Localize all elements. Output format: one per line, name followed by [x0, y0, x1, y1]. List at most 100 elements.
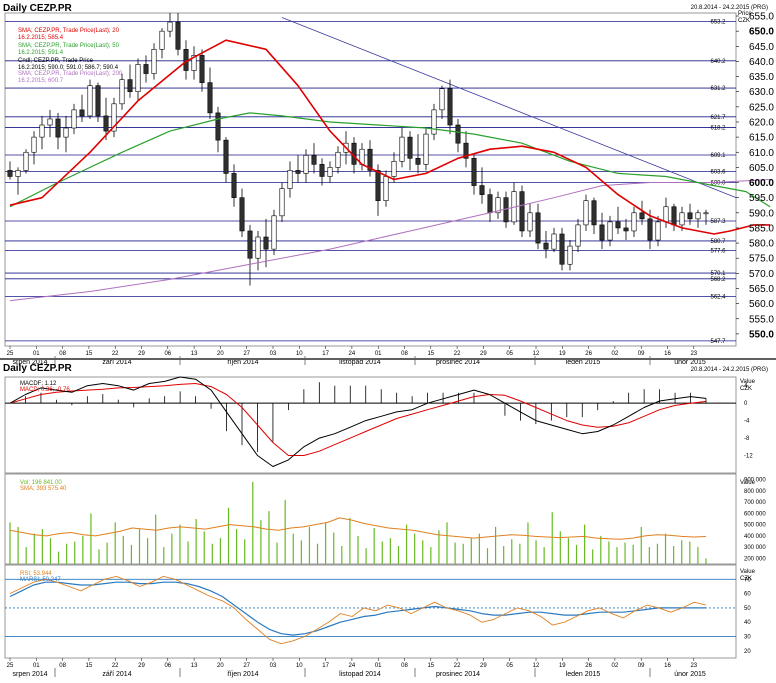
day-tick-label: 27 — [243, 351, 250, 357]
mars-line — [9, 581, 706, 636]
candle-body — [167, 21, 173, 32]
day-tick-label: 22 — [112, 663, 119, 669]
candle-body — [663, 206, 669, 223]
panel-separator — [0, 358, 776, 360]
candle-body — [215, 112, 221, 141]
candle-body — [391, 161, 397, 177]
price-axis-currency: CZK — [738, 18, 750, 24]
macd-tick-label: 0 — [744, 401, 748, 407]
day-tick-label: 05 — [506, 351, 513, 357]
price-tick-label: 590.0 — [749, 208, 774, 219]
candle-body — [527, 212, 533, 232]
price-tick-label: 570.0 — [749, 269, 774, 280]
macd-plot-frame — [4, 376, 737, 474]
candle-body — [87, 85, 93, 117]
candle-body — [439, 88, 445, 111]
level-label: 568.2 — [710, 277, 726, 283]
price-tick-label: 605.0 — [749, 163, 774, 174]
day-tick-label: 15 — [86, 663, 93, 669]
month-label: listopad 2014 — [339, 671, 381, 678]
day-tick-label: 03 — [270, 351, 277, 357]
top-time-axis: 25 01 08 15 22 29 06 13 20 27 03 10 17 24 01 08 15 22 29 05… — [7, 346, 706, 366]
month-label: prosinec 2014 — [436, 359, 480, 366]
candle-body — [143, 64, 149, 74]
candle-body — [559, 233, 565, 265]
rsi-axis-ticks: 70 60 50 40 30 20 — [744, 577, 751, 655]
volume-tick-label: 900 000 — [744, 478, 766, 484]
day-tick-label: 06 — [164, 663, 171, 669]
candle-body — [191, 55, 197, 71]
candle-body — [103, 115, 109, 132]
volume-series — [9, 481, 707, 564]
rsi-series — [5, 575, 736, 645]
candle-body — [335, 151, 341, 168]
day-tick-label: 25 — [7, 663, 14, 669]
candle-body — [591, 200, 597, 226]
legend-mars: MARSI; 50.247 — [20, 577, 61, 583]
level-label: 587.3 — [710, 219, 726, 225]
bottom-date-range: 20.8.2014 - 24.2.2015 (PRG) — [691, 367, 768, 373]
rsi-tick-label: 50 — [744, 606, 751, 612]
rsi-axis-unit: CZK — [740, 576, 752, 582]
candle-body — [615, 221, 621, 229]
macd-tick-label: -4 — [744, 419, 750, 425]
price-tick-label: 625.0 — [749, 102, 774, 113]
day-tick-label: 29 — [480, 351, 487, 357]
day-tick-label: 05 — [506, 663, 513, 669]
macd-series — [5, 376, 736, 467]
price-tick-label: 655.0 — [749, 12, 774, 23]
day-tick-label: 01 — [33, 351, 40, 357]
candle-body — [583, 200, 589, 226]
volume-tick-label: 400 000 — [744, 534, 766, 540]
candle-body — [279, 188, 285, 217]
month-label: únor 2015 — [674, 671, 706, 678]
price-tick-label: 615.0 — [749, 133, 774, 144]
horizontal-levels — [5, 21, 736, 342]
level-label: 603.6 — [710, 170, 726, 176]
candle-body — [447, 88, 453, 126]
day-tick-label: 10 — [296, 663, 303, 669]
macd-signal-line — [9, 383, 707, 456]
candle-body — [607, 221, 613, 241]
candle-body — [175, 21, 181, 50]
top-date-range: 20.8.2014 - 24.2.2015 (PRG) — [691, 5, 768, 11]
legend-sma20-name: SMA; CEZP.PR, Trade Price(Last); 20 — [18, 28, 120, 34]
level-label: 653.2 — [710, 19, 726, 25]
candle-body — [319, 164, 325, 177]
price-tick-label: 630.0 — [749, 87, 774, 98]
legend-candle-name: Cndl; CEZP.PR, Trade Price — [18, 58, 94, 64]
candle-body — [575, 224, 581, 247]
price-tick-label: 560.0 — [749, 299, 774, 310]
legend-vol-sma: SMA; 393 575.40 — [20, 486, 67, 492]
candle-body — [39, 124, 45, 138]
rsi-axis-label: Value — [740, 569, 756, 575]
price-tick-label: 575.0 — [749, 254, 774, 265]
day-tick-label: 12 — [533, 351, 540, 357]
day-tick-label: 01 — [33, 663, 40, 669]
month-label: leden 2015 — [566, 671, 601, 678]
candle-body — [95, 85, 101, 117]
candle-body — [639, 212, 645, 220]
top-chart-title: Daily CEZP.PR — [3, 3, 73, 14]
day-tick-label: 08 — [59, 351, 66, 357]
month-label: listopad 2014 — [339, 359, 381, 366]
candle-body — [471, 158, 477, 186]
price-tick-label: 580.0 — [749, 239, 774, 250]
bottom-chart-title: Daily CEZP.PR — [3, 363, 73, 374]
legend-macdf: MACDF; 1.12 — [20, 381, 57, 387]
candle-body — [15, 170, 21, 177]
candle-body — [407, 136, 413, 159]
legend-candle-value: 16.2.2015; 590.0; 591.0; 586.7; 590.4 — [18, 65, 119, 71]
candle-body — [495, 197, 501, 214]
day-tick-label: 12 — [533, 663, 540, 669]
volume-tick-label: 600 000 — [744, 511, 766, 517]
price-tick-label: 600.0 — [749, 178, 774, 189]
month-label: říjen 2014 — [227, 671, 258, 678]
candle-body — [47, 118, 53, 126]
legend-sma50-value: 16.2.2015; 591.4 — [18, 50, 64, 56]
month-label: leden 2015 — [566, 359, 601, 366]
candle-body — [207, 82, 213, 114]
bottom-time-axis: 25 01 08 15 22 29 06 13 20 27 03 10 17 24 01 08 15 22 29 05… — [7, 658, 706, 678]
day-tick-label: 02 — [612, 351, 619, 357]
macd-axis-ticks: 4 0 -4 -8 -12 — [744, 384, 753, 460]
